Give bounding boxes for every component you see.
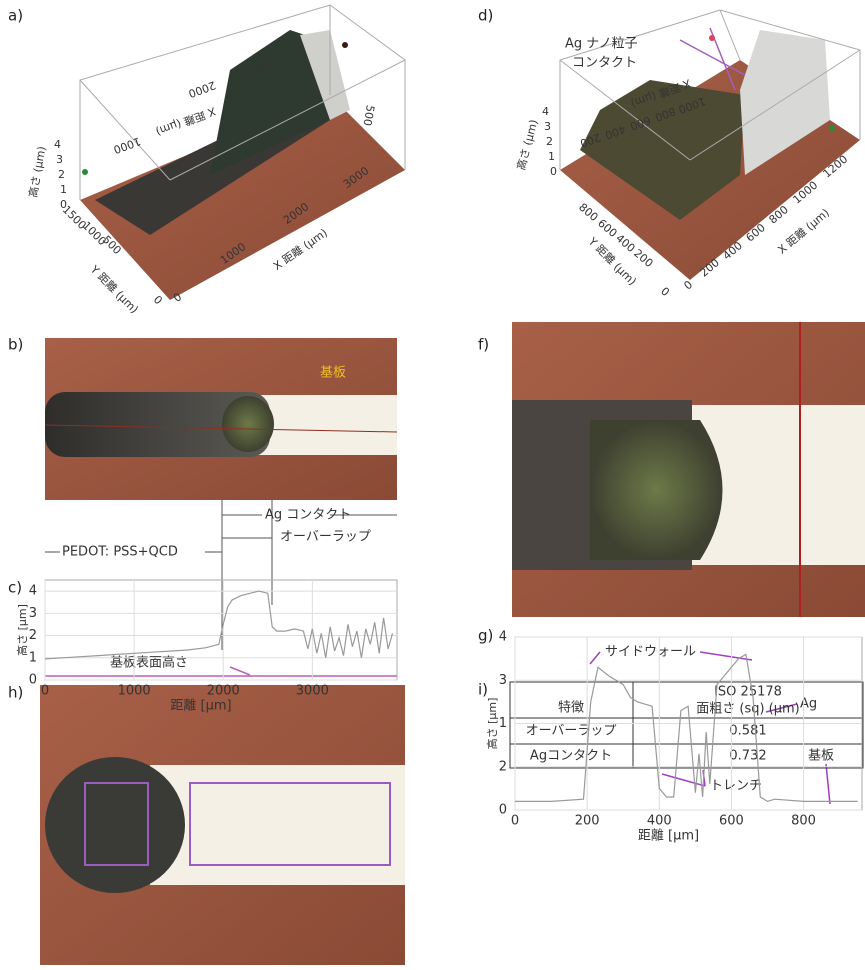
back-x-axis-label: X 距離 (μm): [154, 104, 218, 139]
y-tick-label: 0: [29, 673, 37, 688]
panel-label: a): [8, 7, 23, 25]
figure: a) d) b) f) c) g) h) i) 0 1 2 3 4 高さ (μm…: [0, 0, 865, 970]
z-tick-label: 2: [58, 168, 65, 181]
table-cell: オーバーラップ: [526, 724, 617, 739]
y-axis-label: 高さ [μm]: [485, 698, 499, 750]
z-tick-label: 2: [546, 135, 553, 148]
y-tick-label: 1: [499, 716, 507, 731]
y-axis-label: 高さ [μm]: [15, 604, 29, 656]
back-x-tick-label: 1000: [112, 134, 143, 156]
annotation: Ag: [800, 697, 817, 712]
x-axis-label: 距離 [μm]: [638, 829, 699, 844]
x-axis-label: 距離 [μm]: [170, 699, 231, 714]
y-tick-label: 0: [658, 285, 672, 299]
x-tick-label: 1000: [118, 684, 151, 699]
table-header: 特徴: [558, 701, 584, 716]
arrow: [230, 667, 250, 675]
panel-label: g): [478, 627, 493, 645]
z-tick-label: 1: [548, 150, 555, 163]
data-line: [45, 591, 393, 659]
back-y-tick-label: 500: [360, 104, 376, 127]
panel-label: f): [478, 336, 489, 354]
annotation: Ag コンタクト: [265, 508, 351, 523]
y-tick-label: 200: [631, 247, 655, 270]
annotation: Ag ナノ粒子: [565, 37, 638, 52]
annotation: 基板: [808, 749, 834, 764]
panel-label: c): [8, 579, 22, 597]
y-tick-label: 3: [499, 673, 507, 688]
x-tick-label: 0: [511, 814, 519, 829]
y-tick-label: 0: [151, 293, 165, 307]
annotation: コンタクト: [572, 56, 637, 71]
y-tick-label: 4: [29, 584, 37, 599]
micrograph-h: [40, 685, 405, 965]
panel-label: b): [8, 336, 23, 354]
y-tick-label: 1: [29, 650, 37, 665]
micrograph-b: [45, 338, 397, 500]
micrograph-f: [512, 322, 865, 617]
x-tick-label: 0: [682, 278, 696, 292]
dimension-lines: [45, 500, 397, 650]
x-tick-label: 400: [647, 814, 672, 829]
y-tick-label: 2: [29, 628, 37, 643]
z-tick-label: 4: [542, 105, 549, 118]
table-cell: Agコンタクト: [530, 749, 612, 764]
table-header: ISO 25178: [714, 685, 782, 700]
z-tick-label: 3: [544, 120, 551, 133]
y-tick-label: 600: [595, 217, 619, 240]
y-tick-label: 4: [499, 630, 507, 645]
table-cell: 0.581: [729, 724, 766, 739]
z-tick-label: 1: [60, 183, 67, 196]
x-tick-label: 2000: [207, 684, 240, 699]
annotation: トレンチ: [710, 779, 762, 794]
panel-label: h): [8, 684, 23, 702]
back-x-tick-label: 2000: [187, 78, 218, 100]
z-tick-label: 4: [54, 138, 61, 151]
annotation: PEDOT: PSS+QCD: [62, 545, 178, 560]
annotation: オーバーラップ: [280, 530, 371, 545]
y-axis-label: Y 距離 (μm): [87, 262, 141, 316]
panel-label: i): [478, 681, 488, 699]
x-tick-label: 200: [575, 814, 600, 829]
annotation: サイドウォール: [605, 645, 696, 660]
z-tick-label: 0: [550, 165, 557, 178]
x-tick-label: 600: [719, 814, 744, 829]
y-tick-label: 3: [29, 606, 37, 621]
x-tick-label: 3000: [296, 684, 329, 699]
plot-area: [45, 580, 397, 680]
y-tick-label: 400: [613, 232, 637, 255]
x-tick-label: 0: [41, 684, 49, 699]
panel-label: d): [478, 7, 493, 25]
z-axis-label: 高さ (μm): [514, 118, 541, 172]
x-tick-label: 800: [791, 814, 816, 829]
z-tick-label: 3: [56, 153, 63, 166]
annotation: 基板表面高さ: [110, 655, 188, 671]
annotation: 基板: [320, 366, 346, 381]
z-axis-label: 高さ (μm): [26, 145, 49, 198]
y-tick-label: 0: [499, 803, 507, 818]
table-header: 面粗さ (sq) (μm): [696, 702, 800, 717]
y-tick-label: 2: [499, 759, 507, 774]
table-cell: 0.732: [729, 749, 766, 764]
y-tick-label: 800: [576, 201, 600, 224]
